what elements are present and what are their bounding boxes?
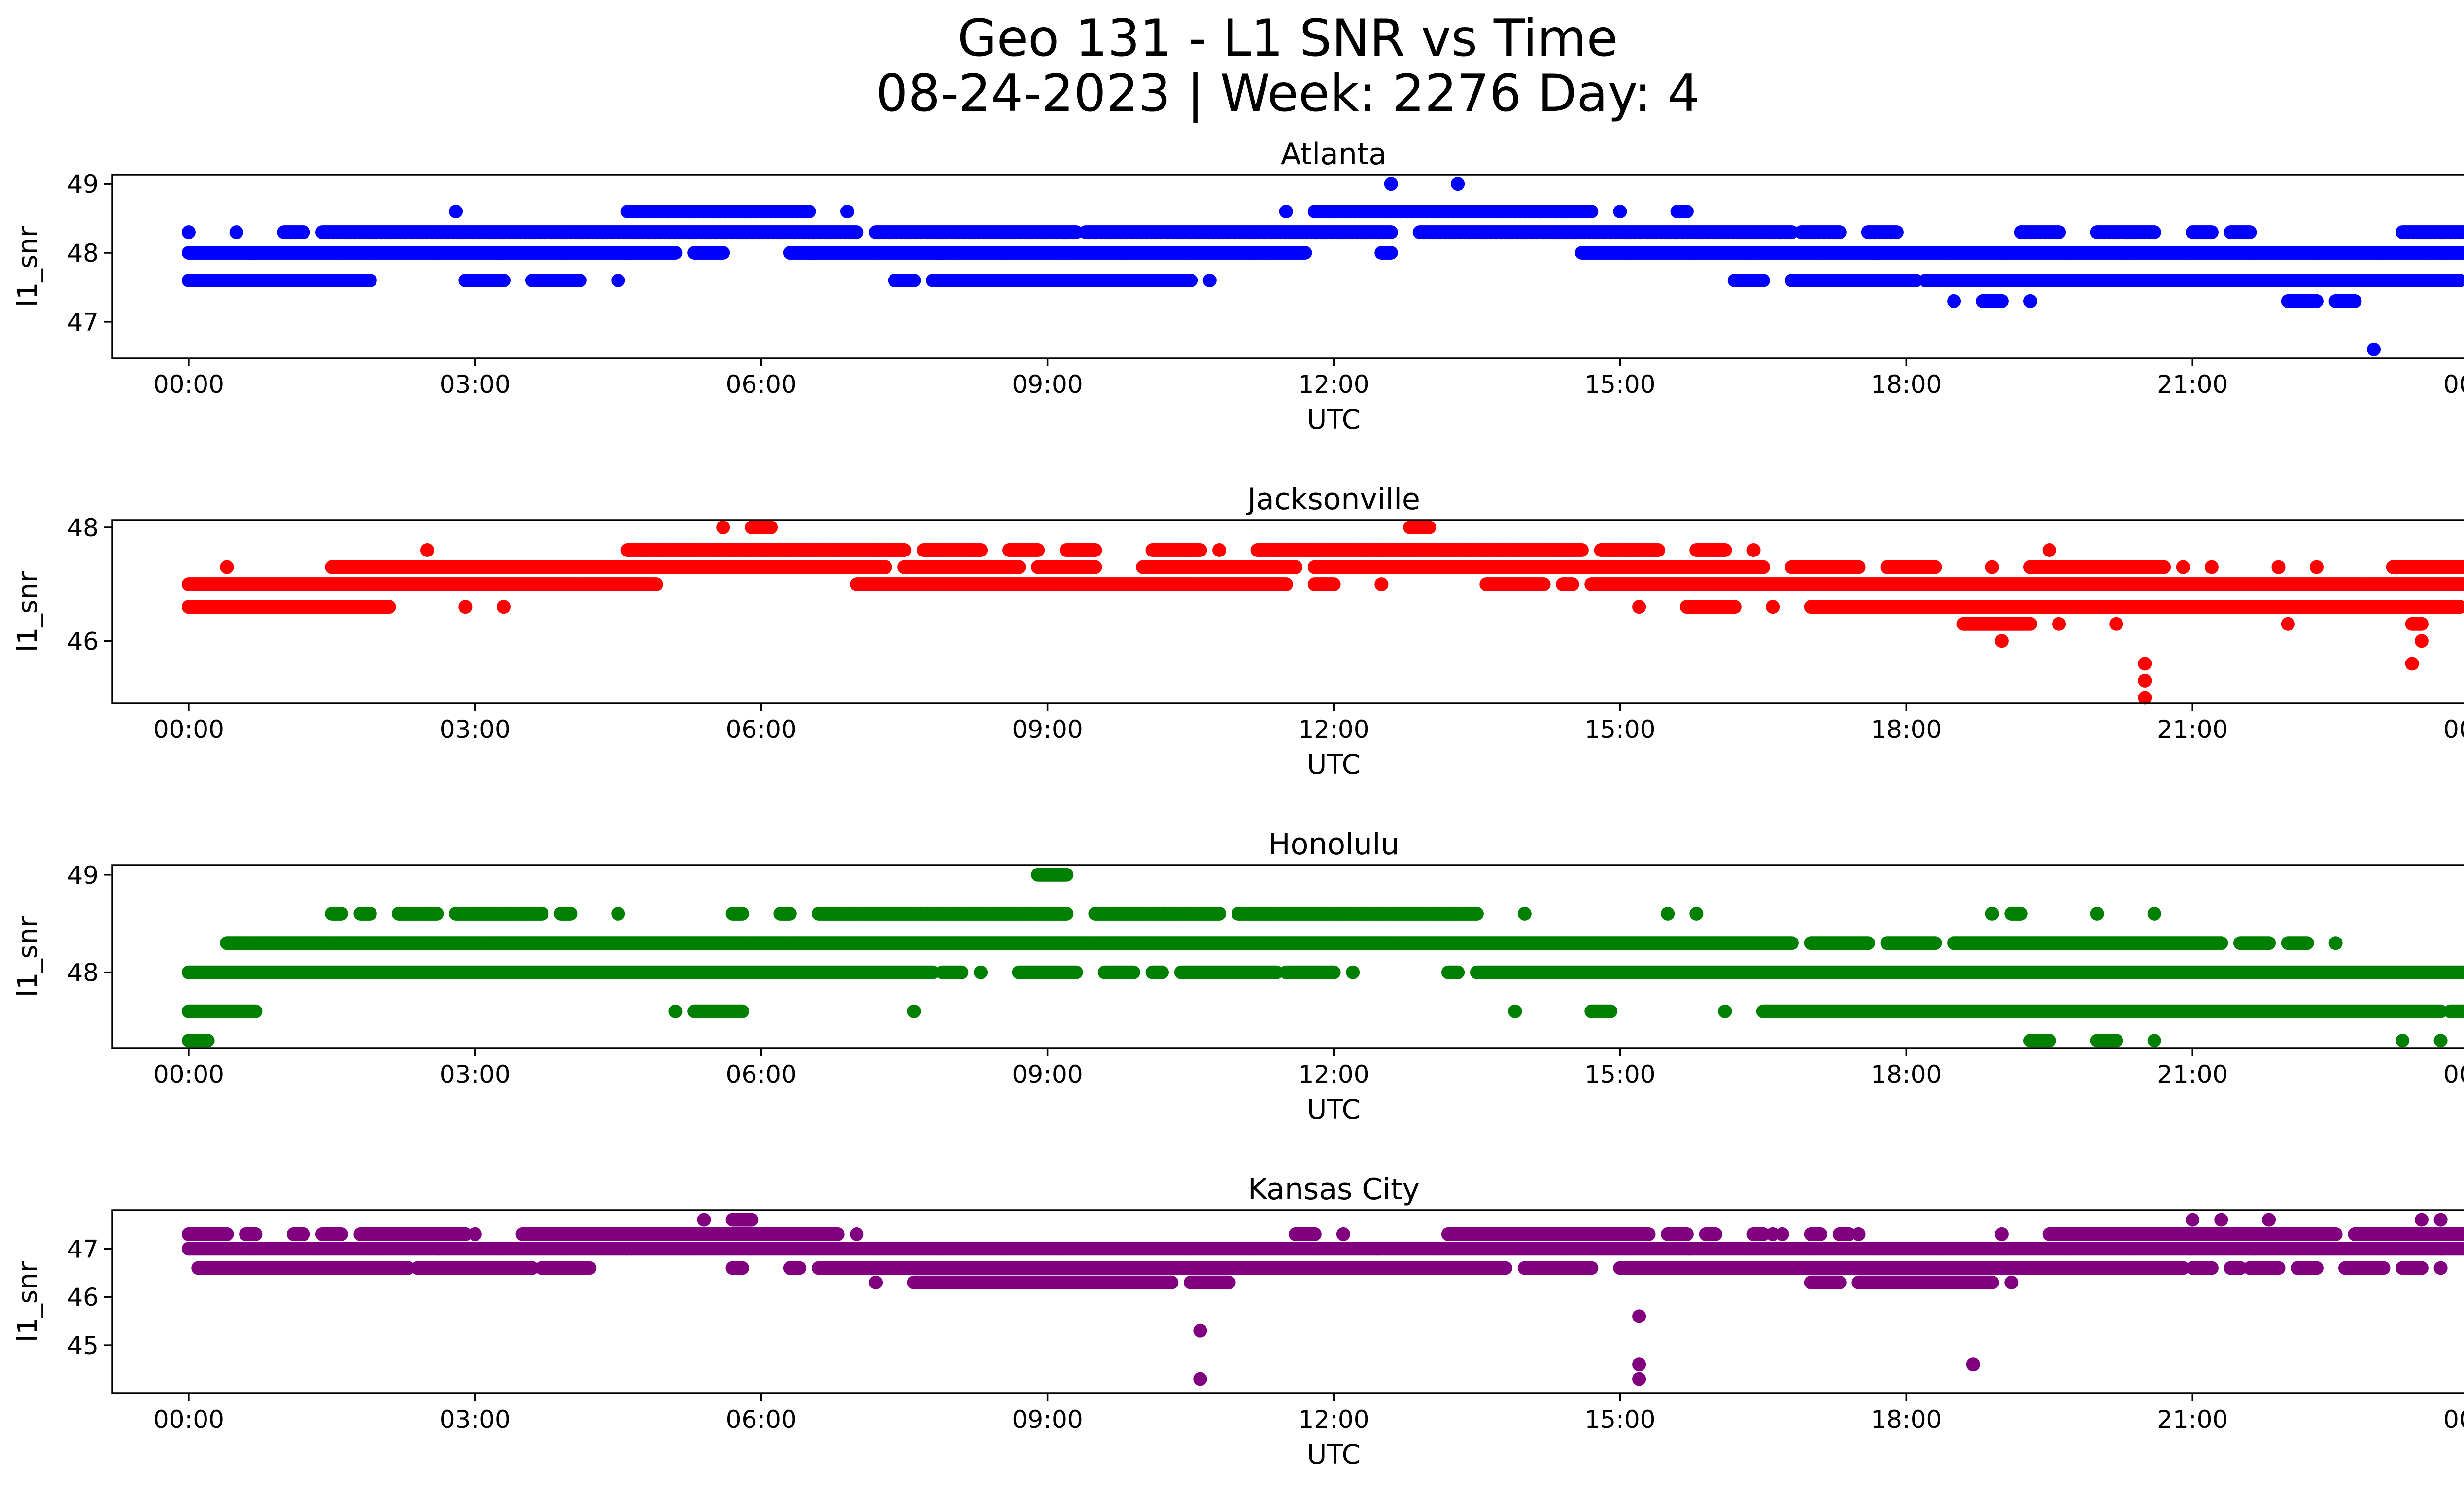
data-point (1613, 205, 1627, 219)
data-point (1889, 225, 1904, 240)
data-point (496, 274, 511, 287)
data-point (1947, 294, 1961, 308)
x-tick-label: 00:00 (2443, 370, 2464, 399)
data-point (2367, 342, 2381, 356)
x-tick-label: 03:00 (440, 370, 511, 399)
data-point (2147, 225, 2161, 240)
data-point (611, 274, 625, 287)
data-point (181, 225, 196, 240)
data-point (1994, 294, 2009, 308)
data-point (2023, 294, 2037, 308)
data-point (668, 246, 683, 260)
data-point (2052, 225, 2066, 240)
data-point (1202, 274, 1217, 287)
data-point (449, 205, 463, 219)
x-tick-label: 21:00 (2157, 370, 2228, 399)
data-point (1384, 225, 1398, 240)
figure-title-line-1: Geo 131 - L1 SNR vs Time (958, 9, 1618, 68)
panel-atlanta: Atlanta 00:00 03:00 06:00 09:00 12:00 15:00 18:… (12, 137, 2464, 435)
jacksonville-panel-title: Jacksonville (1245, 482, 1420, 517)
data-point (2204, 225, 2219, 240)
subplot-panels: Atlanta 00:00 03:00 06:00 09:00 12:00 15:00 18:… (12, 137, 2464, 1470)
data-point (2243, 225, 2257, 240)
x-tick-label: 09:00 (1012, 370, 1083, 399)
data-point (1679, 205, 1694, 219)
data-point (649, 577, 663, 591)
data-point (850, 225, 864, 240)
x-tick-label: 12:00 (1298, 370, 1369, 399)
data-point (1384, 177, 1398, 191)
x-tick-label: 00:00 (153, 370, 224, 399)
data-point (229, 225, 243, 240)
data-point (296, 225, 310, 240)
data-point (573, 274, 587, 287)
data-point (1279, 205, 1293, 219)
atlanta-points (181, 177, 2464, 356)
jacksonville-points (181, 521, 2464, 705)
data-point (2348, 294, 2362, 308)
y-tick-label: 48 (67, 239, 99, 268)
y-tick-label: 47 (67, 308, 99, 337)
x-tick-label: 06:00 (726, 370, 797, 399)
atlanta-y-axis-label: l1_snr (12, 226, 43, 307)
data-point (363, 274, 377, 287)
data-point (1184, 274, 1198, 287)
data-point (1298, 246, 1312, 260)
data-point (1584, 205, 1599, 219)
data-point (716, 246, 730, 260)
figure-title-line-2: 08-24-2023 | Week: 2276 Day: 4 (876, 64, 1700, 123)
atlanta-axes-frame (111, 174, 2464, 359)
data-point (2309, 294, 2324, 308)
x-tick-label: 18:00 (1871, 370, 1942, 399)
data-point (1756, 274, 1770, 287)
atlanta-panel-title: Atlanta (1281, 137, 1387, 172)
y-tick-label: 49 (67, 170, 99, 199)
data-point (1451, 177, 1465, 191)
data-point (907, 274, 921, 287)
data-point (840, 205, 854, 219)
data-point (1832, 225, 1847, 240)
data-point (802, 205, 816, 219)
atlanta-x-axis-label: UTC (1307, 404, 1361, 435)
data-point (1384, 246, 1398, 260)
x-tick-label: 15:00 (1584, 370, 1655, 399)
